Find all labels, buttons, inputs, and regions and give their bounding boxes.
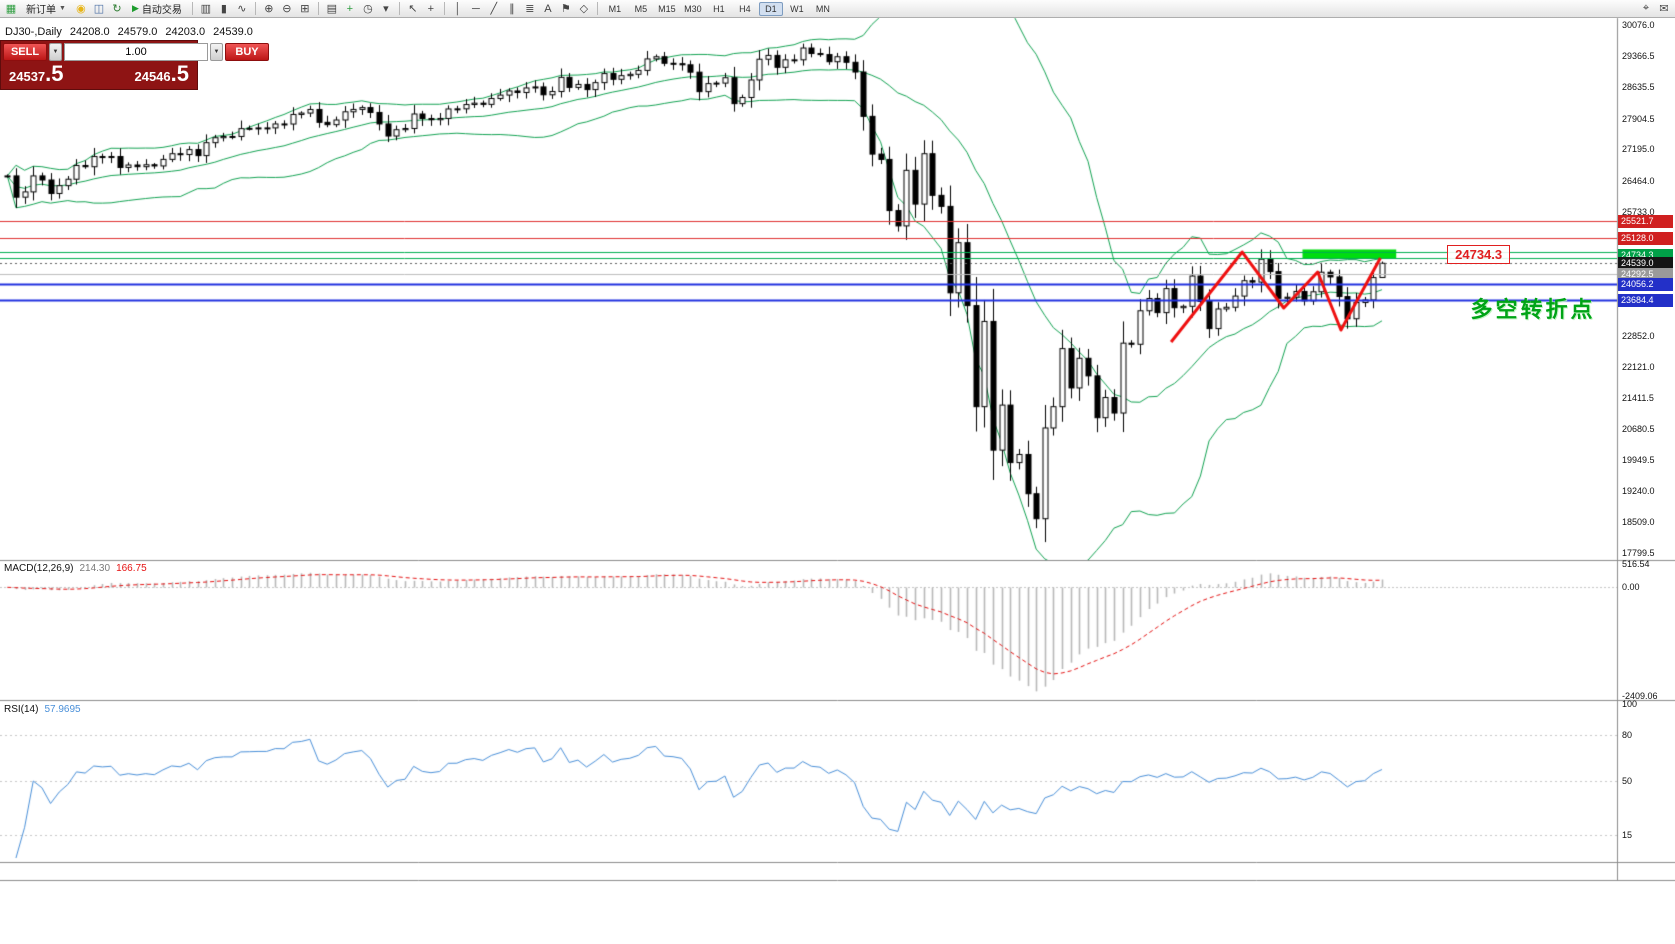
macd-name: MACD(12,26,9) [4, 563, 74, 574]
autotrade-button[interactable]: ▶ 自动交易 [127, 2, 187, 16]
autotrade-play-icon: ▶ [131, 3, 139, 13]
sell-price-frac: .5 [45, 61, 64, 86]
buy-price[interactable]: 24546.5 [134, 61, 189, 86]
buy-button[interactable]: BUY [225, 43, 269, 61]
buy-volume-dropdown[interactable]: ▼ [210, 43, 223, 61]
chat-icon[interactable]: ✉ [1656, 2, 1672, 16]
close-value: 24539.0 [213, 26, 253, 38]
toolbar-separator [317, 2, 319, 15]
vline-tool-icon[interactable]: │ [450, 2, 466, 16]
refresh-icon[interactable]: ↻ [109, 2, 125, 16]
timeframe-button-h4[interactable]: H4 [733, 2, 757, 16]
cursor-icon[interactable]: ↖ [405, 2, 421, 16]
macd-signal-value: 166.75 [116, 563, 147, 574]
price-callout-label[interactable]: 24734.3 [1447, 244, 1511, 264]
line-chart-icon[interactable]: ∿ [234, 2, 250, 16]
label-tool-icon[interactable]: ⚑ [558, 2, 574, 16]
depth-of-market-icon[interactable]: ◫ [91, 2, 107, 16]
autotrade-button-label: 自动交易 [141, 5, 182, 16]
toolbar-separator [398, 2, 400, 15]
bulb-icon[interactable]: ◉ [73, 2, 89, 16]
new-order-chart-icon[interactable]: ▦ [3, 2, 19, 16]
dropdown-caret-icon: ▼ [59, 5, 66, 12]
toolbar-separator [443, 2, 445, 15]
rsi-indicator-label: RSI(14) 57.9695 [4, 704, 81, 715]
volume-input[interactable] [64, 43, 208, 61]
search-icon[interactable]: ⌖ [1638, 2, 1654, 16]
timeframe-button-m30[interactable]: M30 [681, 2, 705, 16]
tile-windows-icon[interactable]: ⊞ [297, 2, 313, 16]
sell-volume-dropdown[interactable]: ▼ [49, 43, 62, 61]
toolbar-separator [596, 2, 598, 15]
trendline-tool-icon[interactable]: ╱ [486, 2, 502, 16]
macd-main-value: 214.30 [79, 563, 111, 574]
buy-price-frac: .5 [170, 61, 189, 86]
one-click-trading-panel: SELL ▼ ▼ BUY 24537.5 24546.5 [0, 40, 269, 90]
arrange-windows-icon[interactable]: ▤ [324, 2, 340, 16]
timeframe-button-m5[interactable]: M5 [629, 2, 653, 16]
fibonacci-tool-icon[interactable]: ≣ [522, 2, 538, 16]
toolbar-separator [254, 2, 256, 15]
rsi-value: 57.9695 [44, 704, 81, 715]
turning-point-annotation[interactable]: 多空转折点 [1470, 297, 1596, 323]
templates-icon[interactable]: ▾ [378, 2, 394, 16]
sell-price[interactable]: 24537.5 [9, 61, 64, 86]
timeframe-button-h1[interactable]: H1 [707, 2, 731, 16]
timeframe-button-d1[interactable]: D1 [758, 1, 783, 16]
periods-icon[interactable]: ◷ [360, 2, 376, 16]
toolbar-separator [191, 2, 193, 15]
hline-tool-icon[interactable]: ─ [468, 2, 484, 16]
timeframe-button-m15[interactable]: M15 [655, 2, 679, 16]
crosshair-icon[interactable]: + [423, 2, 439, 16]
indicators-icon[interactable]: + [342, 2, 358, 16]
sell-button[interactable]: SELL [3, 43, 47, 61]
macd-indicator-label: MACD(12,26,9) 214.30 166.75 [4, 563, 147, 574]
bar-chart-icon[interactable]: ▥ [198, 2, 214, 16]
rsi-name: RSI(14) [4, 704, 39, 715]
timeframe-button-m1[interactable]: M1 [603, 2, 627, 16]
new-order-button-label: 新订单 [26, 5, 56, 16]
candlestick-chart-icon[interactable]: ▮ [216, 2, 232, 16]
main-toolbar: ▦ 新订单 ▼ ◉ ◫ ↻ ▶ 自动交易 ▥ ▮ ∿ ⊕ ⊖ ⊞ ▤ + ◷ ▾ ↖ + │ ─ ╱ ∥ ≣ A ⚑ ◇ M1 M5 M15… [0, 0, 1675, 18]
symbol-period-label: DJ30-,Daily [5, 26, 62, 38]
high-value: 24579.0 [117, 26, 158, 38]
zoom-out-icon[interactable]: ⊖ [279, 2, 295, 16]
text-tool-icon[interactable]: A [540, 2, 556, 16]
symbol-ohlc-header: DJ30-,Daily 24208.0 24579.0 24203.0 2453… [5, 26, 253, 38]
low-value: 24203.0 [165, 26, 206, 38]
timeframe-button-w1[interactable]: W1 [785, 2, 809, 16]
channel-tool-icon[interactable]: ∥ [504, 2, 520, 16]
new-order-button[interactable]: 新订单 ▼ [21, 2, 71, 16]
sell-price-main: 24537 [9, 69, 46, 84]
buy-price-main: 24546 [134, 69, 171, 84]
timeframe-button-mn[interactable]: MN [811, 2, 835, 16]
open-value: 24208.0 [69, 26, 110, 38]
shapes-tool-icon[interactable]: ◇ [576, 2, 592, 16]
zoom-in-icon[interactable]: ⊕ [261, 2, 277, 16]
